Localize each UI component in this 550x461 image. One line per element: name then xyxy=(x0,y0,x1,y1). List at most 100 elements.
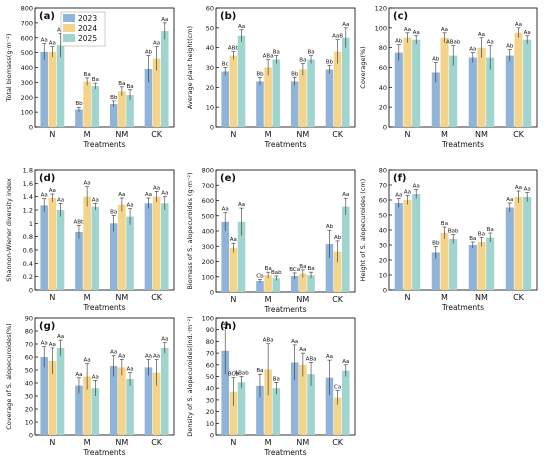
y-tick-label: 90 xyxy=(206,326,214,334)
bar-2023-NM xyxy=(109,103,118,127)
bar-2024-N xyxy=(48,360,57,435)
x-tick-label: NM xyxy=(115,130,128,139)
y-tick-label: 10 xyxy=(206,104,214,112)
y-tick-label: 30 xyxy=(379,242,387,250)
bar-2023-M xyxy=(431,252,440,290)
significance-label: Aa xyxy=(161,191,168,197)
significance-label: Aa xyxy=(506,197,513,203)
panel-label: (g) xyxy=(39,321,55,332)
y-tick-label: 80 xyxy=(206,338,214,346)
y-axis-label: Height of S. alopecuroides (cm) xyxy=(359,179,367,282)
y-tick-label: 60 xyxy=(379,64,387,72)
y-tick-label: 0 xyxy=(29,287,33,295)
bar-2025-CK xyxy=(342,37,350,127)
significance-label: Aa xyxy=(41,38,48,44)
significance-label: Aa xyxy=(395,193,402,199)
bar-2025-N xyxy=(237,221,246,292)
significance-label: Ba xyxy=(256,368,263,374)
significance-label: Aa xyxy=(126,367,133,373)
x-tick-label: N xyxy=(230,438,236,447)
significance-label: Aa xyxy=(404,27,411,33)
y-tick-label: 300 xyxy=(202,243,214,251)
legend-swatch-2024 xyxy=(63,24,75,32)
y-axis-label: Total biomass(g·m⁻²) xyxy=(5,34,13,103)
significance-label: Aa xyxy=(404,190,411,196)
significance-label: Aa xyxy=(153,41,160,47)
x-tick-label: M xyxy=(84,293,91,302)
bar-2023-M xyxy=(75,385,83,435)
significance-label: Aa xyxy=(478,32,485,38)
significance-label: Aa xyxy=(118,192,125,198)
significance-label: Ba xyxy=(478,232,485,238)
significance-label: Aa xyxy=(524,30,531,36)
bar-2025-NM xyxy=(307,59,315,127)
panel-label: (b) xyxy=(220,11,236,22)
y-tick-label: 50 xyxy=(25,367,33,375)
significance-label: ABab xyxy=(446,40,461,46)
significance-label: Aa xyxy=(118,354,125,360)
bar-2024-N xyxy=(229,391,238,435)
bar-2024-M xyxy=(264,67,272,127)
x-tick-label: N xyxy=(49,293,55,302)
y-tick-label: 50 xyxy=(206,373,214,381)
x-tick-label: M xyxy=(265,295,272,304)
bar-2024-M xyxy=(83,376,91,435)
x-tick-label: NM xyxy=(115,293,128,302)
bar-2024-N xyxy=(403,37,412,127)
bar-2025-N xyxy=(56,210,65,290)
bar-2024-NM xyxy=(118,204,126,290)
x-tick-label: CK xyxy=(151,130,163,139)
x-tick-label: M xyxy=(441,293,448,302)
x-tick-label: NM xyxy=(296,438,309,447)
significance-label: Aa xyxy=(222,321,229,327)
y-tick-label: 800 xyxy=(202,167,214,175)
y-tick-label: 40 xyxy=(206,385,214,393)
bar-2023-NM xyxy=(290,362,299,435)
y-tick-label: 30 xyxy=(206,64,214,72)
x-tick-label: N xyxy=(405,293,411,302)
y-tick-label: 100 xyxy=(202,315,214,323)
significance-label: ABb xyxy=(73,219,85,225)
significance-label: Ba xyxy=(487,227,494,233)
y-tick-label: 200 xyxy=(21,94,33,102)
x-axis-label: Treatments xyxy=(441,140,484,149)
significance-label: Aa xyxy=(57,334,64,340)
y-tick-label: 30 xyxy=(25,393,33,401)
significance-label: Aa xyxy=(75,372,82,378)
y-tick-label: 80 xyxy=(379,44,387,52)
y-tick-label: 20 xyxy=(206,408,214,416)
significance-label: Ba xyxy=(469,236,476,242)
bar-2023-NM xyxy=(290,275,299,292)
significance-label: Bab xyxy=(271,270,282,276)
bar-2025-NM xyxy=(486,57,495,128)
significance-label: Ba xyxy=(307,50,314,56)
y-tick-label: 60 xyxy=(206,361,214,369)
bar-2024-CK xyxy=(333,251,342,292)
x-tick-label: NM xyxy=(296,130,309,139)
significance-label: Aa xyxy=(161,337,168,343)
x-axis-label: Treatments xyxy=(82,140,125,149)
bar-2024-N xyxy=(48,51,57,127)
significance-label: Cb xyxy=(256,273,264,279)
significance-label: AaB xyxy=(332,34,343,40)
y-tick-label: 600 xyxy=(202,197,214,205)
bar-2025-M xyxy=(272,388,281,435)
significance-label: Aa xyxy=(92,197,99,203)
bar-2025-M xyxy=(449,55,458,127)
y-tick-label: 0 xyxy=(383,124,387,132)
significance-label: Aa xyxy=(145,192,152,198)
y-tick-label: 500 xyxy=(202,212,214,220)
significance-label: Ba xyxy=(84,72,91,78)
y-tick-label: 30 xyxy=(206,396,214,404)
bar-2023-CK xyxy=(325,243,334,292)
plot-frame xyxy=(34,169,175,291)
significance-label: ABa xyxy=(263,54,274,60)
significance-label: Bb xyxy=(326,60,334,66)
bar-2025-N xyxy=(56,347,65,435)
bar-2025-N xyxy=(237,35,246,128)
significance-label: Ab xyxy=(334,235,342,241)
significance-label: Bb xyxy=(256,71,264,77)
y-tick-label: 700 xyxy=(21,19,33,27)
